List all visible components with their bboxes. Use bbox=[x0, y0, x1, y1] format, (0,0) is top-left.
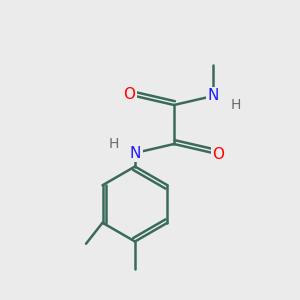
Text: N: N bbox=[207, 88, 219, 104]
Text: H: H bbox=[230, 98, 241, 112]
Text: N: N bbox=[130, 146, 141, 160]
Text: O: O bbox=[124, 87, 136, 102]
Text: H: H bbox=[109, 137, 119, 151]
Text: O: O bbox=[212, 147, 224, 162]
